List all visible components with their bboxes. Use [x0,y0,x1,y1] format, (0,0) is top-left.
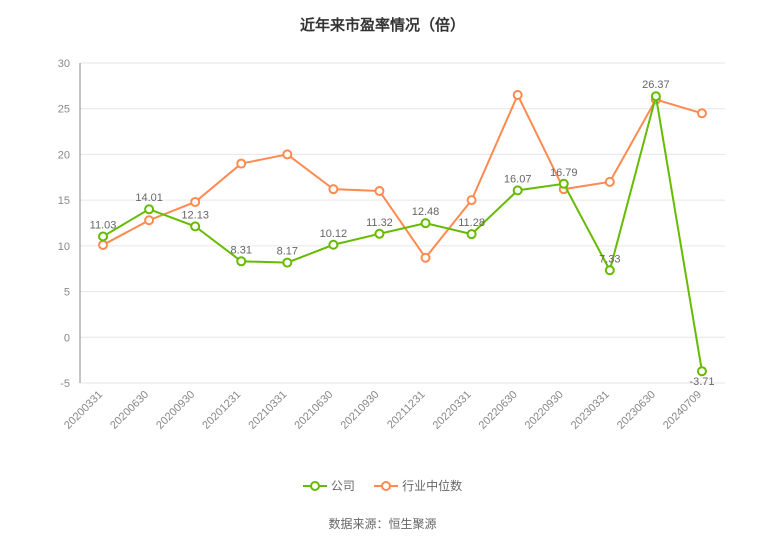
plot-area: -505101520253020200331202006302020093020… [0,43,765,473]
chart-container: 近年来市盈率情况（倍） -5 0 5 10 15 20 25 30 20200331202006… [0,0,765,542]
svg-text:8.17: 8.17 [277,246,298,258]
svg-text:10.12: 10.12 [320,228,348,240]
svg-text:11.28: 11.28 [458,217,485,229]
svg-text:7.33: 7.33 [599,253,620,265]
svg-text:12.13: 12.13 [181,209,209,221]
chart-svg: -505101520253020200331202006302020093020… [0,43,765,473]
svg-text:20200331: 20200331 [62,389,105,432]
svg-text:20201231: 20201231 [200,389,243,432]
svg-text:-3.71: -3.71 [689,376,714,388]
chart-title: 近年来市盈率情况（倍） [0,0,765,43]
svg-text:30: 30 [58,58,70,70]
source-value: 恒生聚源 [389,517,437,531]
svg-text:20220331: 20220331 [431,389,474,432]
legend-label-company: 公司 [331,477,355,494]
svg-text:-5: -5 [60,378,70,390]
legend-label-industry: 行业中位数 [402,477,462,494]
legend-item-company[interactable]: 公司 [303,477,355,494]
svg-text:20220630: 20220630 [477,389,520,432]
legend-item-industry[interactable]: 行业中位数 [374,477,462,494]
svg-text:11.32: 11.32 [366,217,393,229]
svg-text:8.31: 8.31 [231,244,252,256]
svg-text:20211231: 20211231 [385,389,428,432]
svg-text:16.79: 16.79 [550,167,578,179]
svg-text:16.07: 16.07 [504,173,532,185]
svg-text:11.03: 11.03 [90,219,117,231]
svg-text:20220930: 20220930 [523,389,566,432]
legend: 公司 行业中位数 [0,473,765,497]
svg-text:20210930: 20210930 [338,389,381,432]
svg-text:20: 20 [58,149,70,161]
data-source: 数据来源：恒生聚源 [0,497,765,542]
svg-text:20230630: 20230630 [615,389,658,432]
svg-text:20230331: 20230331 [569,389,612,432]
svg-text:5: 5 [64,287,70,299]
svg-text:20210331: 20210331 [246,389,289,432]
svg-text:20200630: 20200630 [108,389,151,432]
svg-text:20240709: 20240709 [661,389,704,432]
svg-text:26.37: 26.37 [642,79,670,91]
svg-text:25: 25 [58,104,70,116]
svg-text:15: 15 [58,195,70,207]
source-label: 数据来源： [328,517,388,531]
svg-text:20200930: 20200930 [154,389,197,432]
svg-text:10: 10 [58,241,70,253]
svg-text:12.48: 12.48 [412,206,440,218]
svg-text:14.01: 14.01 [135,192,163,204]
legend-swatch-company [303,480,327,492]
legend-swatch-industry [374,480,398,492]
svg-text:20210630: 20210630 [292,389,335,432]
svg-text:0: 0 [64,332,70,344]
